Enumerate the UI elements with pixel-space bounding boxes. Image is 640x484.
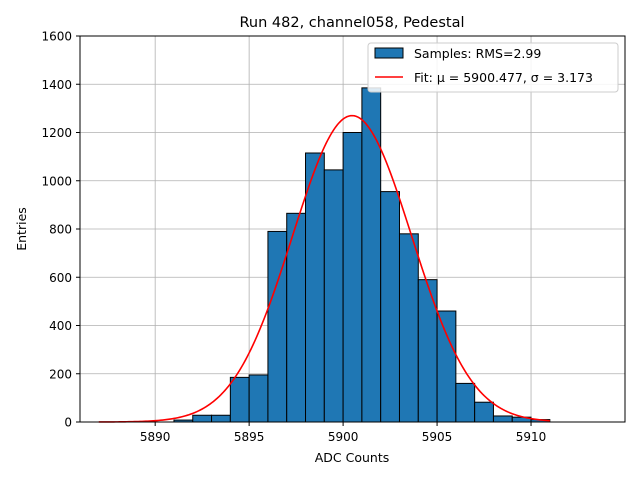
legend-samples-label: Samples: RMS=2.99 <box>414 46 541 61</box>
legend-frame <box>367 42 619 93</box>
x-tick-label: 5900 <box>328 430 359 444</box>
histogram-bar <box>192 414 213 423</box>
histogram-bar <box>248 374 269 423</box>
x-tick-label: 5895 <box>234 430 265 444</box>
y-tick-label: 400 <box>49 319 72 333</box>
legend-fit-label: Fit: μ = 5900.477, σ = 3.173 <box>414 70 593 85</box>
histogram-bar <box>398 233 419 423</box>
y-axis-label: Entries <box>14 207 29 251</box>
histogram-bar <box>417 279 438 423</box>
x-tick-label: 5890 <box>140 430 171 444</box>
chart-title: Run 482, channel058, Pedestal <box>239 15 464 31</box>
histogram-bar <box>436 310 457 423</box>
y-tick-label: 0 <box>64 416 72 430</box>
y-tick-label: 1600 <box>41 30 72 44</box>
histogram-bar <box>380 191 400 423</box>
axes: 5890 5895 5900 5905 5910 0 200 400 600 800 1000 120… <box>41 30 626 444</box>
histogram-bar <box>229 376 250 423</box>
x-tick-label: 5910 <box>516 430 547 444</box>
histogram-bar <box>211 414 231 423</box>
legend-samples-swatch <box>374 47 404 59</box>
legend: Samples: RMS=2.99 Fit: μ = 5900.477, σ =… <box>367 42 619 93</box>
fit-curve-group <box>98 114 550 423</box>
y-tick-label: 800 <box>49 223 72 237</box>
histogram-bar <box>342 132 363 423</box>
x-axis-label: ADC Counts <box>315 450 390 465</box>
y-tick-label: 200 <box>49 367 72 381</box>
histogram-bar <box>492 415 513 423</box>
y-tick-label: 1400 <box>41 78 72 92</box>
fit-curve <box>98 114 550 423</box>
histogram-bar <box>474 401 494 423</box>
histogram-bars <box>173 87 551 423</box>
histogram-bar <box>361 87 382 423</box>
histogram-bar <box>305 152 325 423</box>
x-tick-label: 5905 <box>422 430 453 444</box>
histogram-bar <box>323 169 344 423</box>
histogram-bar <box>455 382 476 423</box>
y-tick-label: 1200 <box>41 126 72 140</box>
y-tick-label: 600 <box>49 271 72 285</box>
y-tick-label: 1000 <box>41 174 72 188</box>
